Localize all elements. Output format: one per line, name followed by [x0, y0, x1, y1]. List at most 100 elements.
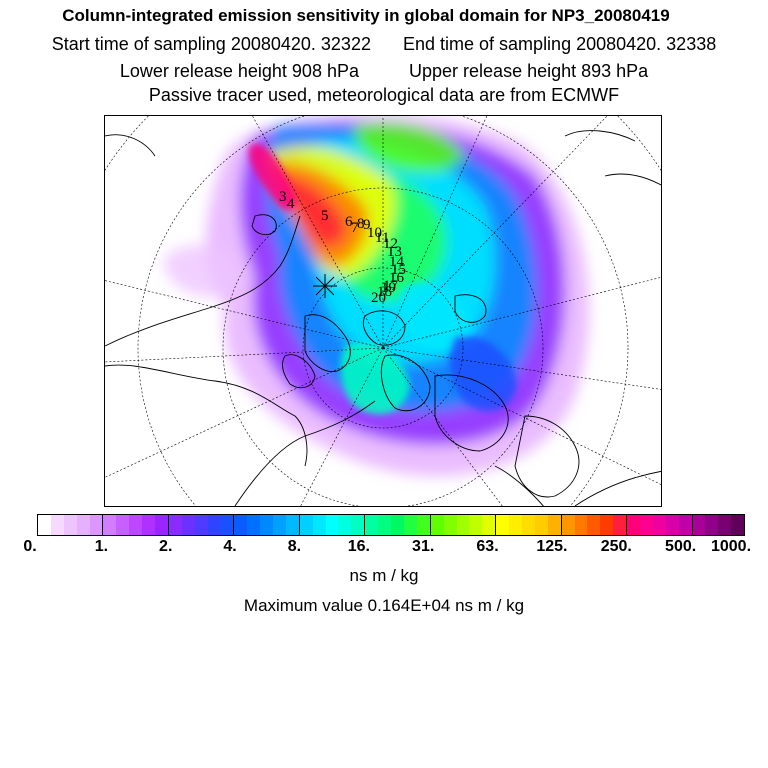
color-swatch	[652, 515, 666, 535]
color-swatch	[639, 515, 653, 535]
maximum-value: Maximum value 0.164E+04 ns m / kg	[243, 596, 525, 615]
color-swatch	[391, 515, 404, 535]
color-swatch	[718, 515, 732, 535]
color-swatch	[509, 515, 522, 535]
tick-label: 0.	[23, 538, 37, 555]
traj-label: 14	[389, 254, 405, 270]
color-swatch	[429, 515, 444, 535]
color-swatch	[469, 515, 483, 535]
color-swatch	[102, 515, 117, 535]
color-scale-ticks: 0. 1. 2. 4. 8. 16. 31. 63. 125. 250. 500. 1000.	[0, 538, 768, 558]
traj-label: 18	[377, 284, 392, 300]
start-time-text: Start time of sampling 20080420. 32322	[51, 34, 371, 54]
color-swatch	[534, 515, 548, 535]
traj-label: 6	[345, 214, 353, 230]
traj-label: 17	[383, 278, 399, 294]
color-swatch	[482, 515, 496, 535]
color-swatch	[89, 515, 103, 535]
color-swatch	[560, 515, 575, 535]
color-swatch	[574, 515, 588, 535]
color-swatch	[678, 515, 692, 535]
color-swatch	[207, 515, 221, 535]
coastlines	[105, 130, 661, 506]
traj-label: 11	[375, 230, 389, 246]
end-time-text: End time of sampling 20080420. 32338	[403, 34, 717, 54]
release-site-marker	[313, 274, 337, 298]
trajectory-labels: 3 4 5 6 7 8 9 10 11 12 13 14 15 16 17 18…	[279, 189, 406, 306]
color-swatch	[547, 515, 561, 535]
traj-label: 9	[363, 217, 371, 233]
traj-label: 4	[287, 196, 295, 212]
tick-label: 16.	[347, 538, 370, 555]
color-swatch	[731, 515, 745, 535]
color-swatch	[38, 515, 51, 535]
traj-label: 20	[371, 290, 386, 306]
color-swatch	[416, 515, 430, 535]
color-swatch	[587, 515, 601, 535]
color-swatch	[351, 515, 365, 535]
units-label: ns m / kg	[349, 566, 419, 585]
color-swatch	[665, 515, 679, 535]
traj-label: 15	[391, 262, 406, 278]
color-swatch	[403, 515, 417, 535]
color-swatch	[285, 515, 299, 535]
color-swatch	[167, 515, 182, 535]
color-swatch	[155, 515, 168, 535]
tick-label: 1000.	[710, 538, 752, 555]
color-swatch	[233, 515, 248, 535]
tick-label: 4.	[223, 538, 237, 555]
color-swatch	[613, 515, 627, 535]
sensitivity-map: 3 4 5 6 7 8 9 10 11 12 13 14 15 16 17 18…	[104, 115, 662, 507]
color-swatch	[260, 515, 274, 535]
release-heights: Lower release height 908 hPa Upper relea…	[0, 61, 768, 82]
traj-label: 7	[351, 220, 359, 236]
color-swatch	[220, 515, 234, 535]
tracer-note: Passive tracer used, meteorological data…	[148, 85, 620, 105]
color-swatch	[378, 515, 392, 535]
color-swatch	[456, 515, 470, 535]
color-swatch	[312, 515, 326, 535]
color-swatch	[705, 515, 719, 535]
tick-label: 500.	[665, 538, 697, 555]
graticule	[105, 116, 661, 506]
color-swatch	[116, 515, 130, 535]
tick-label: 63.	[476, 538, 499, 555]
color-swatch	[364, 515, 379, 535]
tick-label: 8.	[287, 538, 302, 555]
map-canvas: 3 4 5 6 7 8 9 10 11 12 13 14 15 16 17 18…	[105, 116, 661, 506]
tick-label: 2.	[159, 538, 173, 555]
traj-label: 19	[381, 280, 396, 296]
upper-release-text: Upper release height 893 hPa	[409, 61, 649, 81]
tick-label: 1.	[94, 538, 109, 555]
color-swatch	[691, 515, 706, 535]
color-swatch	[247, 515, 261, 535]
traj-label: 16	[389, 270, 405, 286]
color-swatch	[63, 515, 77, 535]
color-swatch	[298, 515, 313, 535]
color-swatch	[181, 515, 195, 535]
tick-label: 250.	[600, 538, 632, 555]
color-swatch	[443, 515, 457, 535]
lower-release-text: Lower release height 908 hPa	[119, 61, 359, 81]
color-swatch	[273, 515, 286, 535]
color-swatch	[626, 515, 640, 535]
color-swatch	[338, 515, 352, 535]
color-swatch	[194, 515, 208, 535]
color-swatch	[129, 515, 143, 535]
color-swatch	[600, 515, 614, 535]
tick-label: 125.	[536, 538, 568, 555]
traj-label: 5	[321, 208, 329, 224]
traj-label: 3	[279, 189, 287, 205]
color-swatch	[142, 515, 156, 535]
sampling-times: Start time of sampling 20080420. 32322 E…	[0, 34, 768, 55]
color-swatch	[76, 515, 90, 535]
color-swatch	[521, 515, 535, 535]
color-swatch	[325, 515, 339, 535]
traj-label: 10	[367, 225, 382, 241]
tick-label: 31.	[412, 538, 435, 555]
traj-label: 13	[387, 244, 402, 260]
traj-label: 8	[357, 216, 365, 232]
color-swatch	[50, 515, 64, 535]
color-swatch	[495, 515, 510, 535]
color-scale	[37, 514, 745, 536]
